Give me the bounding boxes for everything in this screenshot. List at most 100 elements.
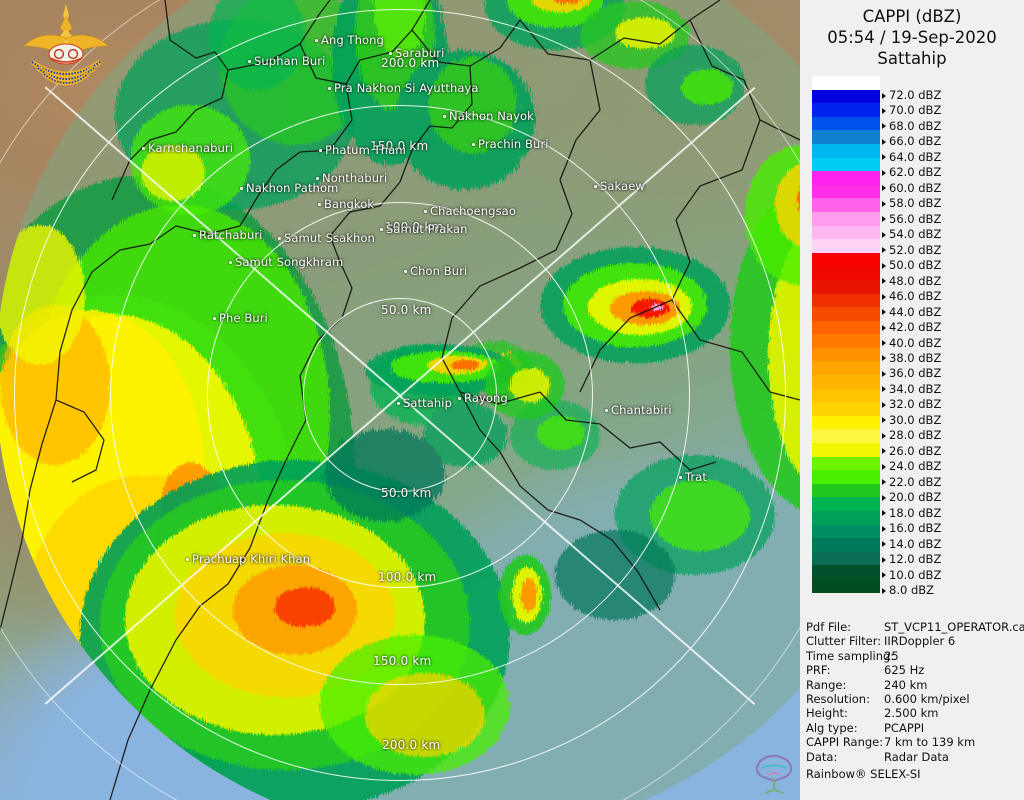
color-band [812,157,880,172]
color-band [812,293,880,308]
scale-tick: 30.0 dBZ [882,414,941,426]
metadata-key: Range: [806,677,847,692]
color-band [812,211,880,226]
tick-arrow-icon [882,185,886,192]
range-ring-label: 200.0 km [382,738,441,752]
tick-arrow-icon [882,417,886,424]
tick-label: 12.0 dBZ [889,552,942,567]
city-marker-icon [193,234,196,237]
color-band [812,103,880,117]
tick-arrow-icon [882,541,886,548]
city-name: Samut Songkhram [235,255,344,269]
city-marker-icon [472,143,475,146]
city-marker-icon [229,261,232,264]
scale-tick: 44.0 dBZ [882,306,941,318]
tick-label: 48.0 dBZ [889,273,942,288]
range-ring-label: 100.0 km [378,570,437,584]
city-name: Chon Buri [410,264,468,278]
city-name: Samut Ssakhon [284,231,375,245]
tick-label: 20.0 dBZ [889,490,942,505]
city-marker-icon [605,409,608,412]
scale-tick: 46.0 dBZ [882,289,942,304]
tick-arrow-icon [882,138,886,145]
side-panel: CAPPI (dBZ) 05:54 / 19-Sep-2020 Sattahip… [800,0,1024,800]
city-label: Samut Prakan [380,222,468,236]
city-marker-icon [397,402,400,405]
metadata-row: Data: Radar Data [806,750,1024,764]
dbz-scale-tick-labels: 72.0 dBZ 70.0 dBZ 68.0 dBZ 66.0 dBZ 64.0 dBZ… [882,76,1022,597]
city-label: Saraburi [389,46,444,60]
tick-label: 38.0 dBZ [889,350,942,365]
city-label: Ratchaburi [193,228,262,242]
city-name: Chachoengsao [430,204,516,218]
tick-label: 60.0 dBZ [889,180,942,195]
range-ring-label: 150.0 km [370,139,429,153]
tick-arrow-icon [882,572,886,579]
scale-tick: 64.0 dBZ [882,151,941,163]
color-band [812,347,880,362]
city-name: Ang Thong [321,33,384,47]
city-name: Phe Buri [219,311,268,325]
color-band [812,116,880,131]
color-band [812,415,880,430]
scale-tick: 66.0 dBZ [882,136,941,147]
color-band [812,266,880,280]
tick-arrow-icon [882,216,886,223]
tick-label: 28.0 dBZ [889,428,942,443]
metadata-key: Time sampling: [806,648,895,663]
tick-label: 22.0 dBZ [889,474,942,489]
tick-arrow-icon [882,107,886,114]
scale-tick: 38.0 dBZ [882,350,942,365]
tick-label: 66.0 dBZ [889,134,942,149]
tick-arrow-icon [882,247,886,254]
city-marker-icon [319,149,322,152]
scale-tick: 26.0 dBZ [882,445,941,457]
tick-label: 62.0 dBZ [889,165,942,180]
scale-tick: 58.0 dBZ [882,198,941,209]
tick-label: 46.0 dBZ [889,289,942,304]
tick-arrow-icon [882,479,886,486]
tick-label: 16.0 dBZ [889,521,942,536]
metadata-value: 7 km to 139 km [884,735,976,750]
city-marker-icon [142,147,145,150]
tick-arrow-icon [882,510,886,517]
tick-arrow-icon [882,309,886,316]
tick-label: 24.0 dBZ [889,459,942,474]
radar-map-panel[interactable]: 50.0 km 100.0 km 150.0 km 200.0 km 50.0 km 10… [0,0,800,800]
scale-tick: 56.0 dBZ [882,213,941,225]
color-band [812,198,880,212]
scale-tick: 52.0 dBZ [882,244,941,256]
scale-tick: 36.0 dBZ [882,368,941,379]
color-band [812,483,880,498]
city-label: Chantabiri [605,403,672,417]
tick-label: 8.0 dBZ [889,583,935,597]
color-band [812,252,880,267]
scale-tick: 34.0 dBZ [882,383,941,395]
city-name: Bangkok [324,197,375,211]
city-name: Ratchaburi [199,228,263,242]
tick-arrow-icon [882,231,886,238]
color-band [812,524,880,539]
scale-tick: 12.0 dBZ [882,552,942,567]
city-label: Chon Buri [404,264,467,278]
scale-tick: 14.0 dBZ [882,538,941,550]
royal-rainmaking-emblem [23,4,109,86]
metadata-row: Height: 2.500 km [806,706,1024,720]
city-label: Nakhon Nayok [443,109,534,123]
city-label: Pra Nakhon Si Ayutthaya [328,81,479,95]
tick-arrow-icon [882,463,886,470]
tick-label: 58.0 dBZ [889,196,942,211]
scale-tick: 8.0 dBZ [882,583,935,597]
metadata-key: Data: [806,749,838,764]
scale-tick: 70.0 dBZ [882,105,941,116]
color-band [812,375,880,389]
tick-arrow-icon [882,432,886,439]
color-band [812,429,880,444]
tick-arrow-icon [882,386,886,393]
city-marker-icon [213,317,216,320]
city-name: Chantabiri [611,403,672,417]
city-label: Trat [679,470,707,484]
tick-arrow-icon [882,92,886,99]
metadata-row: PRF: 625 Hz [806,663,1024,677]
city-marker-icon [328,87,331,90]
